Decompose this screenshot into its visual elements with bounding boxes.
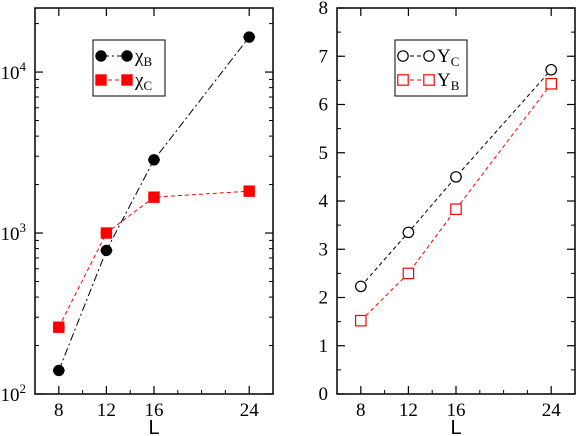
right-legend-marker <box>397 74 409 86</box>
right-y-tick-label: 2 <box>319 288 329 309</box>
left-axes-ticks: 8 12 16 24 102 103 104 <box>1 8 274 421</box>
right-series-1-point <box>355 314 367 327</box>
right-legend-label: ΥB <box>437 70 460 93</box>
right-x-tick-label: 12 <box>399 400 418 421</box>
right-x-tick-label: 8 <box>356 400 366 421</box>
left-series-1-line <box>58 190 250 328</box>
right-y-tick-label: 1 <box>319 336 329 357</box>
left-series-0-point <box>243 31 255 43</box>
left-y-tick-label: 103 <box>1 220 27 245</box>
right-series-1-point <box>402 267 415 280</box>
right-series-group <box>354 63 558 327</box>
right-legend-marker <box>423 74 435 86</box>
right-series-0-point <box>545 63 557 76</box>
right-series-0-point <box>354 280 367 293</box>
right-x-axis-title: L <box>450 417 461 436</box>
left-legend-label: χC <box>134 70 152 93</box>
left-legend-marker <box>95 50 107 62</box>
right-y-tick-label: 0 <box>319 384 329 405</box>
right-series-0-line <box>360 69 552 287</box>
right-series-1-line <box>360 83 552 322</box>
left-series-0-point <box>148 154 160 166</box>
left-legend-label: χB <box>134 46 152 69</box>
left-y-tick-label: 104 <box>1 59 27 84</box>
right-x-tick-label: 24 <box>542 400 562 421</box>
right-y-tick-label: 5 <box>319 143 329 164</box>
left-legend-box <box>92 39 166 97</box>
right-series-1-point <box>450 203 462 216</box>
left-legend-marker <box>121 74 133 86</box>
left-series-0-point <box>100 244 113 257</box>
left-y-tick-label: 102 <box>1 381 27 406</box>
right-y-tick-label: 6 <box>319 95 329 116</box>
left-legend-marker <box>121 50 133 62</box>
left-x-tick-label: 12 <box>97 400 116 421</box>
left-series-0-line <box>58 36 250 371</box>
left-legend-marker <box>95 74 107 86</box>
right-legend-marker <box>397 50 409 62</box>
right-series-0-point <box>402 226 415 239</box>
right-legend-label: ΥC <box>437 46 459 69</box>
right-y-tick-label: 7 <box>319 46 329 67</box>
left-x-tick-label: 16 <box>145 400 164 421</box>
right-series-0-point <box>450 171 462 183</box>
left-x-tick-label: 8 <box>54 400 64 421</box>
right-y-tick-label: 3 <box>319 239 329 260</box>
left-series-0-point <box>53 364 65 377</box>
right-series-1-point <box>545 77 557 90</box>
left-series-group <box>52 31 256 377</box>
right-y-tick-label: 4 <box>319 191 329 212</box>
left-series-1-point <box>100 227 113 239</box>
left-series-1-point <box>148 191 160 203</box>
right-y-tick-label: 8 <box>319 0 329 19</box>
left-x-axis-title: L <box>148 417 159 436</box>
left-x-tick-label: 24 <box>240 400 260 421</box>
left-series-1-point <box>243 185 255 197</box>
right-legend-marker <box>423 50 435 62</box>
right-x-tick-label: 16 <box>447 400 466 421</box>
left-series-1-point <box>53 321 65 333</box>
right-legend-box <box>394 39 468 97</box>
